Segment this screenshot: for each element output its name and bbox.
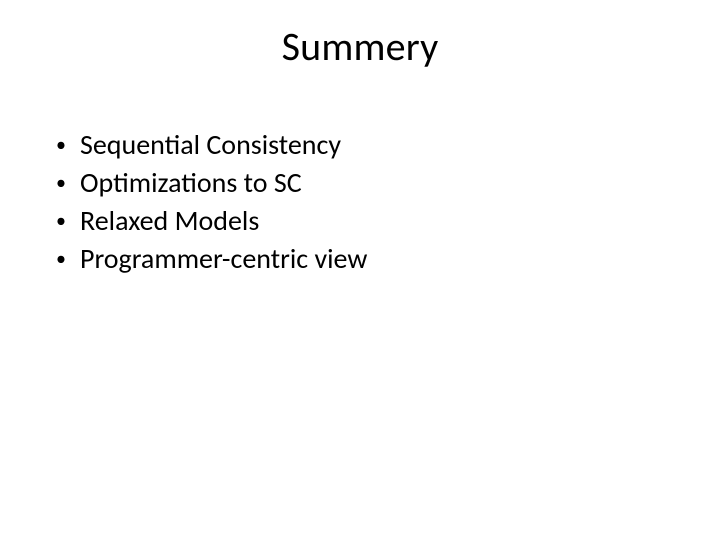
slide: Summery Sequential Consistency Optimizat… <box>0 0 720 540</box>
list-item: Sequential Consistency <box>50 128 670 162</box>
list-item: Relaxed Models <box>50 204 670 238</box>
list-item: Programmer-centric view <box>50 242 670 276</box>
bullet-list: Sequential Consistency Optimizations to … <box>50 128 670 277</box>
list-item: Optimizations to SC <box>50 166 670 200</box>
slide-title: Summery <box>0 22 720 71</box>
slide-body: Sequential Consistency Optimizations to … <box>50 128 670 281</box>
